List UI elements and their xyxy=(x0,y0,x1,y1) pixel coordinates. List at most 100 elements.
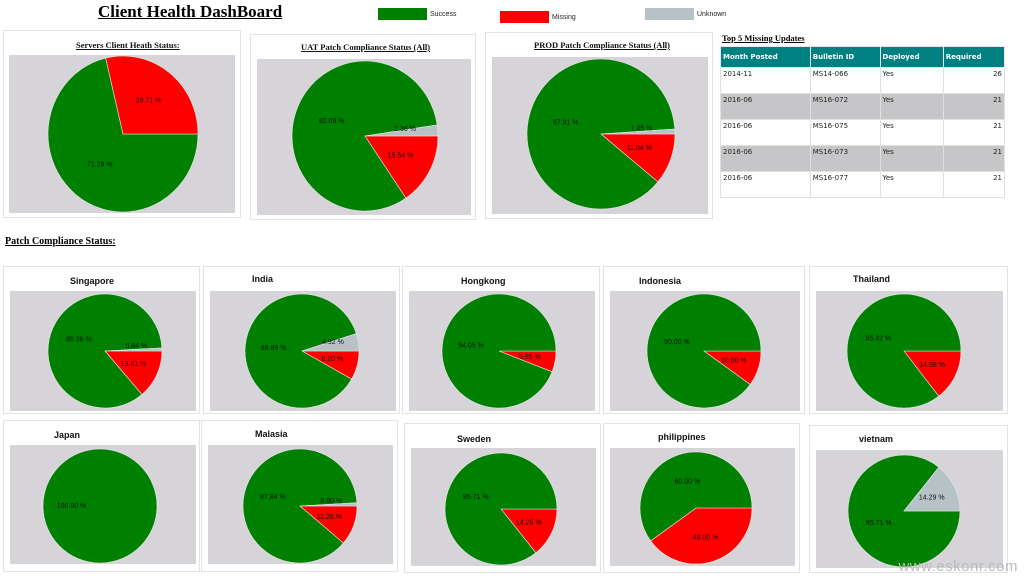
slice-label: 90.00 % xyxy=(664,339,690,346)
cell: 2016-06 xyxy=(720,145,811,172)
plot-area: 40.00 % 60.00 % xyxy=(610,448,795,566)
slice-label: 86.89 % xyxy=(261,345,287,352)
table-row: 2016-06 MS16-075 Yes 21 xyxy=(720,119,1006,146)
chart-title: Japan xyxy=(54,430,81,440)
plot-area: 15.54 % 82.09 % 2.36 % xyxy=(257,59,471,215)
column-header: Month Posted xyxy=(720,46,811,68)
pie-slice-unknown xyxy=(903,466,961,512)
pie-slice-unknown xyxy=(299,502,358,507)
pie-chart: 5.95 % 94.05 % xyxy=(441,293,557,409)
table-row: 2016-06 MS16-073 Yes 21 xyxy=(720,145,1006,172)
table-row: 2016-06 MS16-077 Yes 21 xyxy=(720,171,1006,198)
chart-panel-hongkong: Hongkong 5.95 % 94.05 % xyxy=(402,266,600,414)
pie-chart: 15.54 % 82.09 % 2.36 % xyxy=(291,60,439,212)
slice-label: 10.00 % xyxy=(721,358,747,365)
pie-slice-success xyxy=(441,293,557,409)
cell: MS16-072 xyxy=(809,93,881,120)
chart-title: Malasia xyxy=(255,429,288,439)
cell: 2014-11 xyxy=(720,67,811,94)
cell: Yes xyxy=(879,171,944,198)
legend-swatch-success xyxy=(378,8,427,20)
pie-chart: 11.04 % 87.91 % 1.05 % xyxy=(526,58,676,210)
slice-label: 0.90 % xyxy=(320,498,342,505)
pie-slice-unknown xyxy=(301,333,360,352)
chart-title: vietnam xyxy=(859,434,894,444)
slice-label: 60.00 % xyxy=(675,478,701,485)
chart-title: Thailand xyxy=(853,274,891,284)
slice-label: 5.95 % xyxy=(519,354,541,361)
column-header: Required xyxy=(942,46,1006,68)
cell: MS16-073 xyxy=(809,145,881,172)
pie-chart: 100.00 % xyxy=(42,448,158,564)
pie-slice-success xyxy=(244,293,357,409)
chart-title: India xyxy=(252,274,274,284)
slice-label: 11.04 % xyxy=(627,145,652,152)
cell: Yes xyxy=(879,67,944,94)
plot-area: 100.00 % xyxy=(10,445,196,564)
table-title: Top 5 Missing Updates xyxy=(722,33,805,43)
slice-label: 71.29 % xyxy=(87,162,113,169)
slice-label: 87.84 % xyxy=(260,494,286,501)
pie-slice-unknown xyxy=(600,128,676,135)
pie-slice-success xyxy=(291,60,438,212)
slice-label: 0.84 % xyxy=(125,343,147,350)
pie-slice-missing xyxy=(364,135,439,199)
cell: 2016-06 xyxy=(720,119,811,146)
chart-panel-prod-patch-compliance-status-all: PROD Patch Compliance Status (All) 11.04 … xyxy=(485,32,713,219)
pie-slice-success xyxy=(47,293,163,409)
plot-area: 8.20 % 86.89 % 4.92 % xyxy=(210,291,396,411)
cell: 21 xyxy=(942,171,1006,198)
pie-slice-success xyxy=(846,293,962,409)
pie-chart: 14.58 % 85.42 % xyxy=(846,293,962,409)
plot-area: 14.58 % 85.42 % xyxy=(816,291,1003,411)
chart-title: Servers Client Heath Status: xyxy=(76,40,180,50)
pie-chart: 10.00 % 90.00 % xyxy=(646,293,762,409)
slice-label: 14.29 % xyxy=(516,519,542,526)
pie-slice-success xyxy=(526,58,676,210)
slice-label: 1.05 % xyxy=(631,126,653,133)
cell: Yes xyxy=(879,93,944,120)
cell: MS16-077 xyxy=(809,171,881,198)
pie-slice-missing xyxy=(650,507,753,565)
slice-label: 40.00 % xyxy=(693,534,719,541)
plot-area: 85.71 % 14.29 % xyxy=(816,450,1003,568)
cell: 2016-06 xyxy=(720,93,811,120)
column-header: Deployed xyxy=(879,46,944,68)
slice-label: 85.71 % xyxy=(463,494,489,501)
legend-label-missing: Missing xyxy=(552,14,576,21)
pie-chart: 11.26 % 87.84 % 0.90 % xyxy=(242,448,358,564)
top-missing-updates-table: Month Posted Bulletin ID Deployed Requir… xyxy=(720,46,1006,198)
table-row: 2016-06 MS16-072 Yes 21 xyxy=(720,93,1006,120)
slice-label: 15.54 % xyxy=(388,152,414,159)
pie-slice-success xyxy=(639,451,753,542)
slice-label: 85.36 % xyxy=(66,337,92,344)
plot-area: 71.29 % 28.71 % xyxy=(9,55,235,213)
cell: MS14-066 xyxy=(809,67,881,94)
cell: Yes xyxy=(879,119,944,146)
legend-swatch-missing xyxy=(500,11,549,23)
plot-area: 11.26 % 87.84 % 0.90 % xyxy=(208,445,393,564)
chart-panel-thailand: Thailand 14.58 % 85.42 % xyxy=(809,266,1008,414)
pie-chart: 85.71 % 14.29 % xyxy=(847,454,961,568)
pie-chart: 40.00 % 60.00 % xyxy=(639,451,753,565)
section-title: Patch Compliance Status: xyxy=(5,236,116,247)
slice-label: 85.42 % xyxy=(866,335,892,342)
chart-title: Sweden xyxy=(457,434,492,444)
chart-title: Singapore xyxy=(70,276,115,286)
cell: MS16-075 xyxy=(809,119,881,146)
chart-panel-servers-client-heath-status: Servers Client Heath Status: 71.29 % 28.71… xyxy=(3,30,241,218)
column-header: Bulletin ID xyxy=(809,46,881,68)
pie-slice-success xyxy=(444,452,558,566)
chart-title: philippines xyxy=(658,432,706,442)
chart-title: Hongkong xyxy=(461,276,506,286)
chart-panel-japan: Japan 100.00 % xyxy=(3,420,200,572)
plot-area: 11.04 % 87.91 % 1.05 % xyxy=(492,57,708,214)
legend-swatch-unknown xyxy=(645,8,694,20)
chart-panel-philippines: philippines 40.00 % 60.00 % xyxy=(603,423,800,573)
plot-area: 13.81 % 85.36 % 0.84 % xyxy=(10,291,196,411)
pie-chart: 13.81 % 85.36 % 0.84 % xyxy=(47,293,163,409)
chart-panel-malasia: Malasia 11.26 % 87.84 % 0.90 % xyxy=(201,420,398,572)
table-row: 2014-11 MS14-066 Yes 26 xyxy=(720,67,1006,94)
slice-label: 13.81 % xyxy=(121,361,147,368)
pie-chart: 14.29 % 85.71 % xyxy=(444,452,558,566)
